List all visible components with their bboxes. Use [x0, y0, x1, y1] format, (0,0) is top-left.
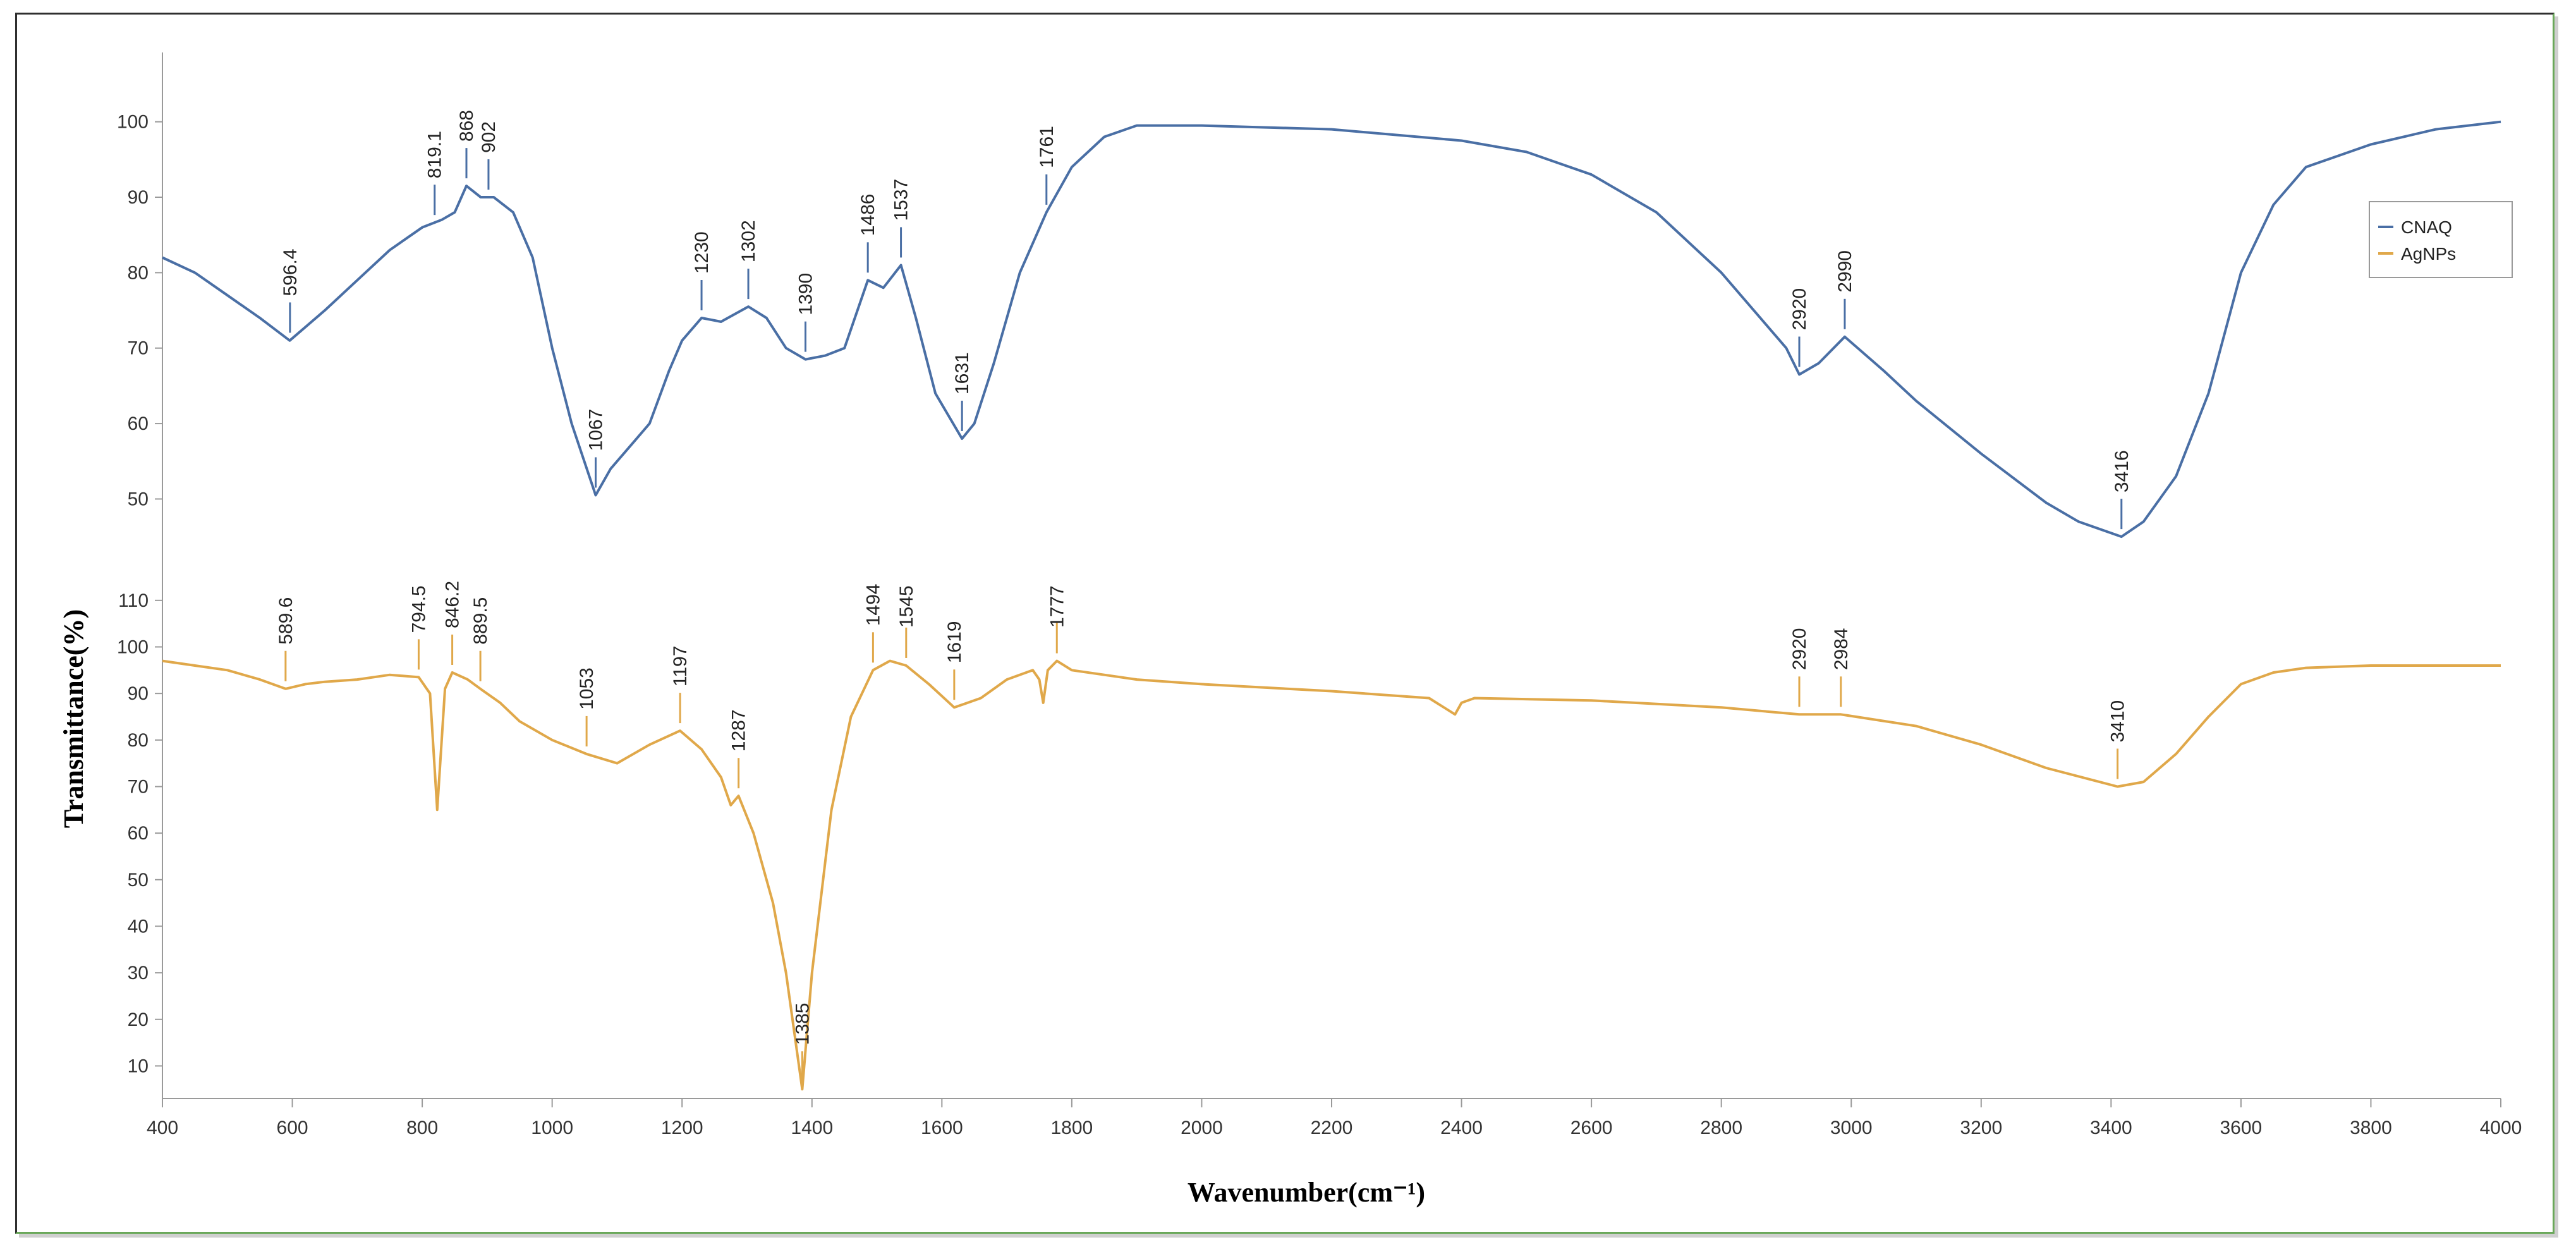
y-tick-label: 100	[117, 112, 149, 133]
peak-label: 794.5	[409, 585, 430, 633]
legend-label-cnaq: CNAQ	[2401, 217, 2452, 237]
peak-label: 2920	[1789, 288, 1810, 331]
peak-label: 1545	[896, 585, 917, 628]
peak-label: 2990	[1835, 250, 1856, 293]
peak-label: 596.4	[280, 248, 301, 296]
x-tick-label: 2800	[1700, 1117, 1742, 1138]
peak-label: 1537	[891, 179, 912, 221]
y-tick-label: 80	[128, 730, 149, 751]
y-tick-label: 20	[128, 1009, 149, 1030]
y-tick-label: 80	[128, 262, 149, 283]
x-tick-label: 4000	[2480, 1117, 2522, 1138]
y-tick-label: 50	[128, 870, 149, 891]
y-tick-label: 70	[128, 776, 149, 797]
y-tick-label: 10	[128, 1056, 149, 1076]
y-tick-label: 90	[128, 187, 149, 208]
x-tick-label: 1400	[791, 1117, 833, 1138]
peak-label: 1053	[576, 667, 597, 710]
x-tick-label: 3800	[2350, 1117, 2392, 1138]
peak-label: 1067	[586, 409, 607, 451]
peak-label: 819.1	[425, 131, 446, 178]
y-tick-label: 30	[128, 963, 149, 983]
peak-label: 1486	[858, 194, 878, 236]
x-tick-label: 800	[406, 1117, 438, 1138]
axes-layer: 400 600 800 1000 1200 1400 1600 1800 2000 2200 240…	[117, 52, 2522, 1138]
peak-label: 1287	[729, 709, 750, 752]
x-tick-label: 2400	[1440, 1117, 1483, 1138]
x-tick-label: 1000	[531, 1117, 573, 1138]
x-tick-label: 3400	[2090, 1117, 2132, 1138]
x-tick-label: 2600	[1571, 1117, 1613, 1138]
peak-label: 3410	[2108, 700, 2129, 743]
y-tick-label: 70	[128, 338, 149, 359]
x-tick-label: 400	[147, 1117, 178, 1138]
peak-label: 1631	[952, 352, 973, 394]
figure-frame: 400 600 800 1000 1200 1400 1600 1800 2000 2200 240…	[15, 13, 2555, 1234]
legend-label-agnps: AgNPs	[2401, 244, 2456, 264]
y-axis-title: Transmittance(%)	[58, 609, 89, 828]
x-tick-label: 2200	[1311, 1117, 1353, 1138]
x-tick-label: 600	[277, 1117, 308, 1138]
x-tick-label: 3200	[1960, 1117, 2002, 1138]
y-tick-label: 100	[117, 636, 149, 657]
peak-label: 889.5	[470, 597, 491, 645]
y-tick-label: 90	[128, 683, 149, 704]
series-layer	[162, 120, 2501, 1091]
ftir-chart: 400 600 800 1000 1200 1400 1600 1800 2000 2200 240…	[58, 52, 2522, 1208]
peak-label: 2920	[1789, 628, 1810, 671]
peak-label: 1494	[863, 584, 884, 626]
peak-label: 3416	[2111, 450, 2132, 492]
peak-label: 1777	[1047, 585, 1067, 628]
series-line-agnps	[162, 659, 2501, 1091]
peak-label: 846.2	[442, 581, 463, 628]
peak-label: 1230	[691, 231, 712, 274]
peak-label: 1761	[1036, 126, 1057, 168]
series-line-cnaq	[162, 120, 2501, 539]
peak-label: 1197	[670, 646, 691, 687]
x-tick-label: 2000	[1181, 1117, 1223, 1138]
y-tick-label: 60	[128, 823, 149, 844]
x-tick-label: 1200	[661, 1117, 703, 1138]
y-tick-label: 110	[118, 590, 149, 611]
y-tick-label: 40	[128, 916, 149, 937]
x-tick-label: 1600	[921, 1117, 963, 1138]
peak-label: 589.6	[276, 597, 296, 645]
y-tick-label: 50	[128, 489, 149, 509]
peak-label: 1390	[796, 273, 817, 315]
peak-label: 1302	[738, 220, 759, 262]
peak-label: 1619	[944, 621, 965, 664]
peak-label: 1385	[792, 1003, 813, 1045]
x-tick-label: 3600	[2220, 1117, 2263, 1138]
x-tick-label: 1800	[1051, 1117, 1093, 1138]
legend-box	[2369, 201, 2513, 278]
peak-label: 868	[456, 110, 477, 142]
y-tick-label: 60	[128, 413, 149, 434]
peak-label: 2984	[1831, 628, 1852, 671]
annotation-layer: 596.4 819.1 868 902 1067 1230 1302 1390 1486 1537…	[276, 110, 2132, 1082]
x-tick-label: 3000	[1830, 1117, 1873, 1138]
legend: CNAQ AgNPs	[2369, 201, 2513, 278]
peak-label: 902	[478, 121, 499, 153]
x-axis-title: Wavenumber(cm⁻¹)	[1188, 1177, 1425, 1208]
